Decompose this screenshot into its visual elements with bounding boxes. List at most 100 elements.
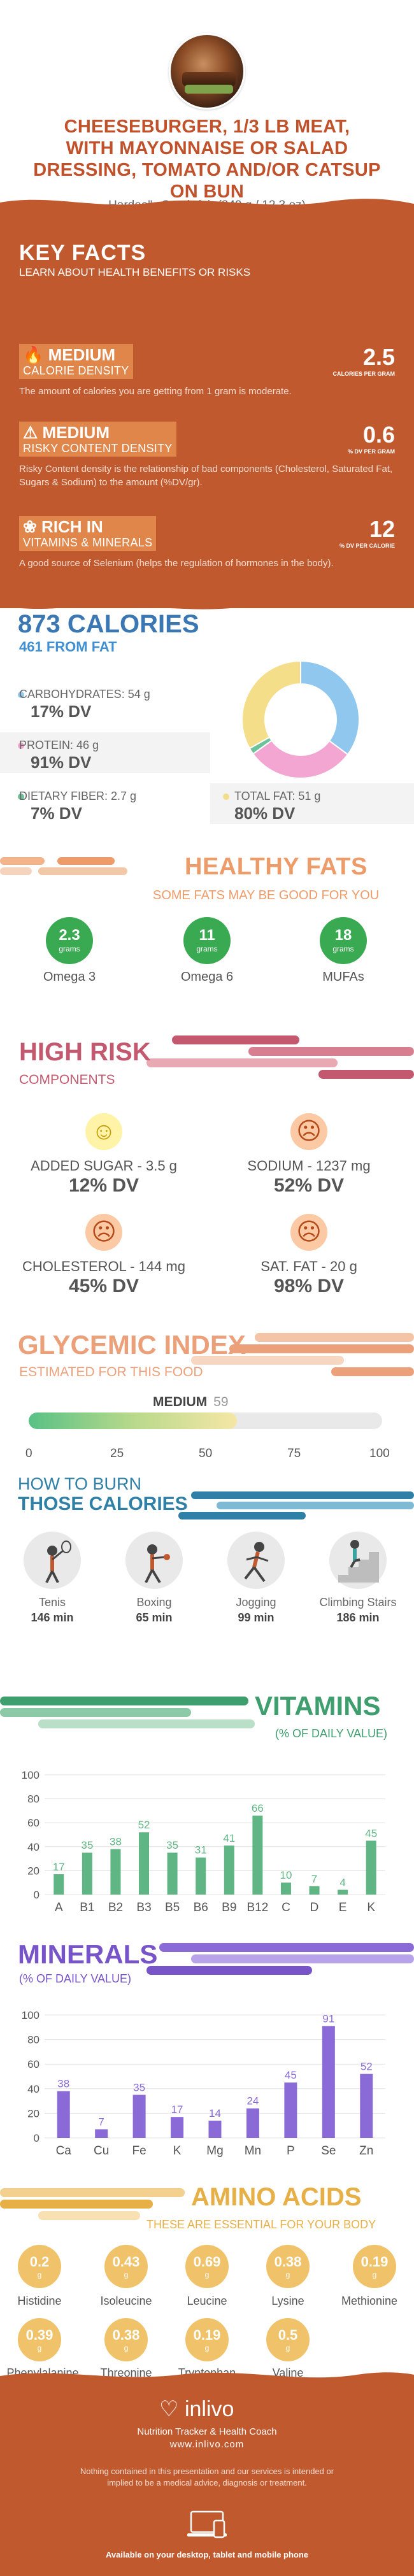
amino-unit: g — [285, 2344, 290, 2352]
title-line: WITH MAYONNAISE OR SALAD — [66, 138, 348, 159]
footer-logo[interactable]: ♡ inlivo — [159, 2396, 234, 2422]
omega3-circle: 2.3 grams — [46, 917, 93, 964]
fact-name: VITAMINS & MINERALS — [23, 536, 153, 549]
activity-minutes: 146 min — [31, 1611, 74, 1624]
fact-description: Risky Content density is the relationshi… — [19, 464, 393, 488]
risk-label: ADDED SUGAR - 3.5 g — [31, 1158, 177, 1174]
flame-icon: 🔥 — [23, 345, 44, 364]
amino-circle: 0.69 g — [185, 2245, 229, 2288]
x-tick-label: B12 — [246, 1901, 268, 1914]
wave-divider — [0, 595, 414, 609]
x-tick-label: B2 — [108, 1901, 123, 1914]
bar-value-label: 4 — [339, 1876, 345, 1888]
activity-name: Jogging — [236, 1596, 276, 1609]
bar-value-label: 24 — [246, 2095, 259, 2107]
carbs-dot — [18, 692, 24, 698]
bar-Ca — [57, 2091, 70, 2138]
bar-value-label: 35 — [81, 1839, 93, 1851]
amino-name: Lysine — [271, 2295, 304, 2307]
donut-slice-fat — [241, 660, 301, 750]
key-facts-subtitle: LEARN ABOUT HEALTH BENEFITS OR RISKS — [19, 266, 251, 278]
amino-unit: g — [204, 2344, 210, 2352]
carbs-dv: 17% DV — [31, 702, 92, 721]
fat-name: Omega 3 — [43, 970, 96, 984]
vitamins-title: VITAMINS — [255, 1691, 381, 1721]
amino-circle: 0.38 g — [266, 2245, 310, 2288]
bar-K — [366, 1840, 376, 1895]
leaf-icon: ❀ — [23, 517, 37, 536]
fact-unit: CALORIES PER GRAM — [332, 371, 395, 377]
amino-title: AMINO ACIDS — [191, 2183, 362, 2211]
minerals-title: MINERALS — [18, 1939, 158, 1969]
key-facts-title: KEY FACTS — [19, 241, 146, 265]
devices-icon — [187, 2510, 227, 2538]
bar-value-label: 10 — [280, 1869, 292, 1881]
amino-value: 0.19 — [193, 2327, 221, 2343]
y-tick-label: 80 — [27, 2034, 39, 2046]
burn-banner — [178, 1491, 414, 1519]
y-tick-label: 40 — [27, 1841, 39, 1853]
bar-Zn — [360, 2074, 373, 2138]
bar-value-label: 91 — [322, 2012, 334, 2025]
amino-unit: g — [124, 2344, 129, 2352]
smile-icon: ☺ — [85, 1113, 122, 1150]
glycemic-tick: 0 — [25, 1447, 32, 1460]
amino-unit: g — [37, 2270, 42, 2279]
glycemic-value: 59 — [213, 1395, 229, 1409]
x-tick-label: K — [173, 2144, 182, 2158]
vitamins-minerals-tag: ❀ RICH IN VITAMINS & MINERALS — [19, 516, 157, 551]
high-risk-subtitle: COMPONENTS — [19, 1072, 115, 1087]
frown-icon: ☹ — [85, 1214, 122, 1251]
bar-C — [280, 1882, 291, 1895]
frown-icon: ☹ — [290, 1113, 327, 1150]
footer-url[interactable]: www.inlivo.com — [169, 2439, 245, 2450]
fact-description: The amount of calories you are getting f… — [19, 386, 292, 397]
x-tick-label: Se — [321, 2144, 336, 2158]
fact-value: 12 — [369, 516, 395, 542]
fat-unit: grams — [196, 944, 218, 953]
minerals-bar-chart: 0 20 40 60 80 100 38 Ca 7 Cu 35 Fe 17 K 14 Mg 24 Mn 45 P 91 S… — [22, 2009, 385, 2158]
donut-slice-carbs — [300, 660, 360, 756]
calorie-density-tag: 🔥 MEDIUM CALORIE DENSITY — [19, 344, 133, 379]
y-tick-label: 60 — [27, 1817, 39, 1829]
x-tick-label: Mn — [245, 2144, 261, 2158]
y-tick-label: 60 — [27, 2058, 39, 2070]
activity-minutes: 65 min — [136, 1611, 173, 1624]
bar-B1 — [82, 1853, 92, 1895]
x-tick-label: Cu — [94, 2144, 109, 2158]
amino-banner — [0, 2188, 185, 2220]
fact-value: 0.6 — [362, 422, 395, 448]
x-tick-label: E — [339, 1901, 347, 1914]
risk-label: CHOLESTEROL - 144 mg — [22, 1258, 185, 1274]
bar-Se — [322, 2026, 335, 2138]
x-tick-label: P — [287, 2144, 295, 2158]
amino-circle: 0.38 g — [104, 2318, 148, 2361]
food-image — [169, 33, 245, 110]
footer-tagline: Nutrition Tracker & Health Coach — [137, 2426, 277, 2437]
fat-dot — [223, 793, 229, 800]
fat-name: MUFAs — [322, 970, 364, 984]
amino-name: Isoleucine — [100, 2295, 152, 2307]
bar-value-label: 38 — [57, 2078, 69, 2090]
x-tick-label: B9 — [222, 1901, 236, 1914]
high-risk-banner — [146, 1035, 414, 1079]
risk-label: SAT. FAT - 20 g — [261, 1258, 357, 1274]
x-tick-label: Zn — [359, 2144, 373, 2158]
y-tick-label: 0 — [34, 1889, 39, 1901]
glycemic-bar — [29, 1413, 382, 1429]
calories-title: 873 CALORIES — [18, 610, 199, 638]
bar-value-label: 38 — [110, 1836, 122, 1848]
amino-circle: 0.39 g — [18, 2318, 61, 2361]
macro-donut-chart — [241, 660, 360, 779]
y-tick-label: 40 — [27, 2083, 39, 2095]
y-tick-label: 0 — [34, 2132, 39, 2144]
amino-circle: 0.19 g — [353, 2245, 396, 2288]
protein-dv: 91% DV — [31, 753, 92, 772]
glycemic-tick: 100 — [369, 1447, 390, 1460]
vitamins-banner — [0, 1697, 255, 1728]
fact-level: MEDIUM — [48, 345, 116, 364]
boxing-icon — [125, 1532, 183, 1589]
tennis-icon — [24, 1532, 81, 1589]
amino-circle: 0.43 g — [104, 2245, 148, 2288]
